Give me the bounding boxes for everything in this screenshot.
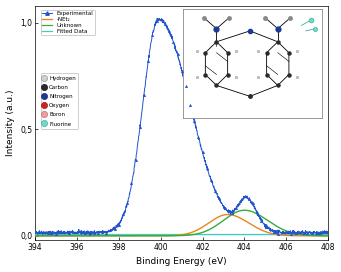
Legend: Hydrogen, Carbon, Nitrogen, Oxygen, Boron, Fluorine: Hydrogen, Carbon, Nitrogen, Oxygen, Boro… xyxy=(41,73,78,129)
Y-axis label: Intensity (a.u.): Intensity (a.u.) xyxy=(5,89,15,156)
X-axis label: Binding Energy (eV): Binding Energy (eV) xyxy=(136,257,227,267)
